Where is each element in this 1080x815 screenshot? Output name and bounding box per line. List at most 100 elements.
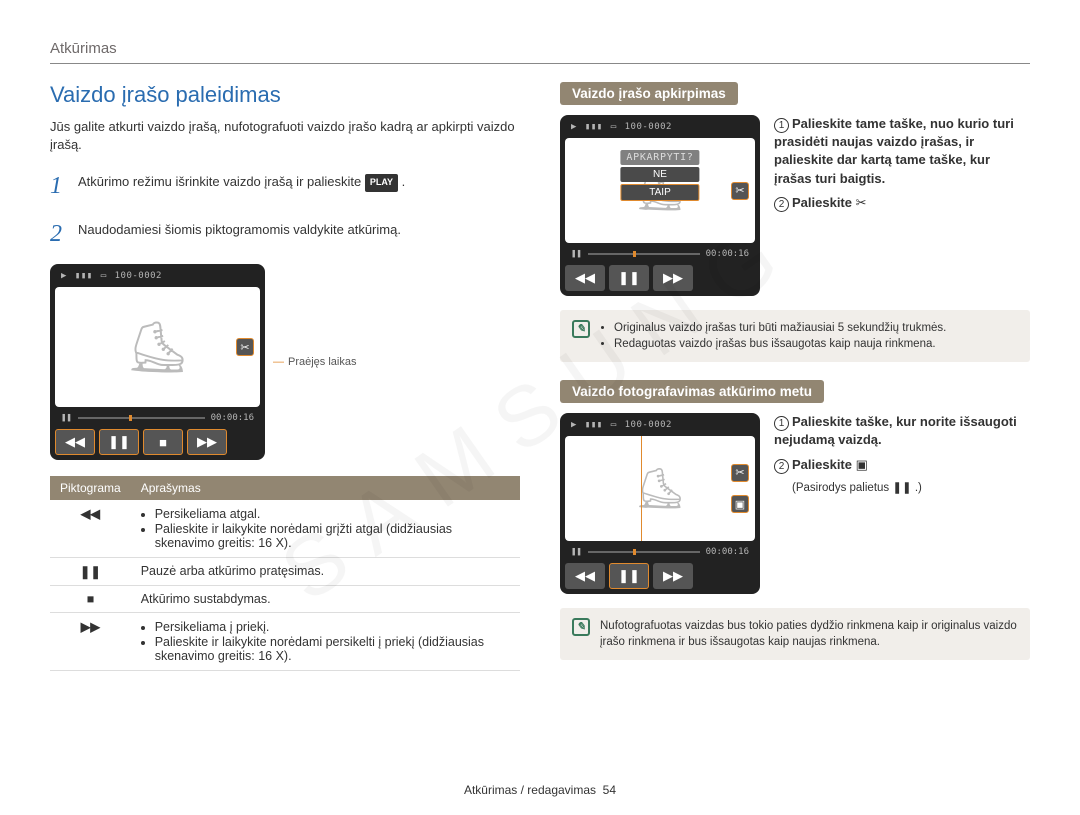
trim-note-box: ✎ Originalus vaizdo įrašas turi būti maž… (560, 310, 1030, 362)
pause-mini-icon: ❚❚ (571, 249, 582, 259)
progress-bar (78, 417, 205, 419)
capture-player-mock: ▶ ▮▮▮ ▭ 100-0002 ⛸ ✂ ▣ ❚❚ 00:00:16 (560, 413, 760, 594)
step-number: 2 (50, 216, 78, 252)
page-number: 54 (603, 783, 616, 797)
intro-text: Jūs galite atkurti vaizdo įrašą, nufotog… (50, 118, 520, 154)
trim-question: APKARPYTI? (620, 150, 699, 165)
file-number: 100-0002 (625, 420, 672, 430)
stop-button[interactable]: ■ (143, 429, 183, 455)
table-row: ◀◀ Persikeliama atgal. Palieskite ir lai… (50, 500, 520, 558)
circled-1-icon: 1 (774, 416, 789, 431)
trim-player-mock: ▶ ▮▮▮ ▭ 100-0002 ⛸ ✂ APKARPYTI? NE TAIP … (560, 115, 760, 296)
video-player-mock: ▶ ▮▮▮ ▭ 100-0002 ⛸ ✂ ❚❚ 00:00:16 (50, 264, 265, 460)
capture-icon: ▣ (731, 495, 749, 513)
desc-item: Atkūrimo sustabdymas. (131, 586, 520, 613)
pause-button[interactable]: ❚❚ (609, 563, 649, 589)
card-icon: ▭ (101, 271, 107, 281)
table-row: ■ Atkūrimo sustabdymas. (50, 586, 520, 613)
trim-icon: ✂ (236, 338, 254, 356)
trim-icon: ✂ (731, 464, 749, 482)
card-icon: ▭ (611, 122, 617, 132)
main-title: Vaizdo įrašo paleidimas (50, 82, 520, 108)
capture-section-header: Vaizdo fotografavimas atkūrimo metu (560, 380, 824, 403)
left-column: Vaizdo įrašo paleidimas Jūs galite atkur… (50, 82, 520, 678)
play-badge: PLAY (365, 174, 398, 192)
capture-position-line (641, 436, 642, 541)
forward-button[interactable]: ▶▶ (187, 429, 227, 455)
forward-icon: ▶▶ (50, 613, 131, 671)
player-screen: ⛸ ✂ APKARPYTI? NE TAIP (565, 138, 755, 243)
file-number: 100-0002 (115, 271, 162, 281)
th-icon: Piktograma (50, 476, 131, 500)
rewind-icon: ◀◀ (50, 500, 131, 558)
desc-item: Palieskite ir laikykite norėdami grįžti … (155, 522, 510, 550)
pause-button[interactable]: ❚❚ (99, 429, 139, 455)
desc-item: Persikeliama atgal. (155, 507, 510, 521)
desc-item: Pauzė arba atkūrimo pratęsimas. (131, 558, 520, 586)
capture-callout-2: Palieskite (792, 457, 852, 472)
card-icon: ▭ (611, 420, 617, 430)
trim-callout-2: Palieskite (792, 195, 852, 210)
desc-item: Palieskite ir laikykite norėdami persike… (155, 635, 510, 663)
pause-mini-icon: ❚❚ (61, 413, 72, 423)
icon-table: Piktograma Aprašymas ◀◀ Persikeliama atg… (50, 476, 520, 671)
step-number: 1 (50, 168, 78, 204)
trim-callout-1: Palieskite tame taške, nuo kurio turi pr… (774, 116, 1014, 186)
player-screen: ⛸ ✂ ▣ (565, 436, 755, 541)
right-column: Vaizdo įrašo apkirpimas ▶ ▮▮▮ ▭ 100-0002… (560, 82, 1030, 678)
page-header: Atkūrimas (50, 40, 1030, 64)
capture-note-text: Nufotografuotas vaizdas bus tokio paties… (600, 618, 1018, 650)
elapsed-label: Praėjęs laikas (288, 356, 356, 368)
battery-icon: ▮▮▮ (585, 122, 603, 132)
battery-icon: ▮▮▮ (75, 271, 93, 281)
forward-button[interactable]: ▶▶ (653, 563, 693, 589)
capture-subtext: (Pasirodys palietus ❚❚ .) (792, 480, 1030, 496)
battery-icon: ▮▮▮ (585, 420, 603, 430)
trim-section-header: Vaizdo įrašo apkirpimas (560, 82, 738, 105)
circled-2-icon: 2 (774, 459, 789, 474)
rewind-button[interactable]: ◀◀ (565, 265, 605, 291)
rewind-button[interactable]: ◀◀ (565, 563, 605, 589)
pause-icon: ❚❚ (50, 558, 131, 586)
trim-no[interactable]: NE (620, 167, 699, 182)
file-number: 100-0002 (625, 122, 672, 132)
th-desc: Aprašymas (131, 476, 520, 500)
note-item: Redaguotas vaizdo įrašas bus išsaugotas … (614, 336, 946, 352)
play-indicator-icon: ▶ (571, 122, 577, 132)
pause-button[interactable]: ❚❚ (609, 265, 649, 291)
trim-icon: ✂ (731, 182, 749, 200)
table-row: ❚❚ Pauzė arba atkūrimo pratęsimas. (50, 558, 520, 586)
page-footer: Atkūrimas / redagavimas 54 (0, 783, 1080, 797)
capture-callout-1: Palieskite taške, kur norite išsaugoti n… (774, 414, 1017, 447)
elapsed-time: 00:00:16 (211, 413, 254, 423)
circled-1-icon: 1 (774, 118, 789, 133)
step-1: 1 Atkūrimo režimu išrinkite vaizdo įrašą… (50, 168, 520, 204)
trim-yes[interactable]: TAIP (620, 184, 699, 201)
elapsed-time: 00:00:16 (706, 249, 749, 259)
info-icon: ✎ (572, 320, 590, 338)
trim-dialog: APKARPYTI? NE TAIP (620, 150, 699, 201)
progress-bar (588, 551, 700, 553)
scissor-inline-icon: ✂ (856, 195, 867, 210)
circled-2-icon: 2 (774, 197, 789, 212)
player-screen: ⛸ ✂ (55, 287, 260, 407)
progress-bar (588, 253, 700, 255)
rewind-button[interactable]: ◀◀ (55, 429, 95, 455)
step-2: 2 Naudodamiesi šiomis piktogramomis vald… (50, 216, 520, 252)
capture-note-box: ✎ Nufotografuotas vaizdas bus tokio pati… (560, 608, 1030, 660)
table-row: ▶▶ Persikeliama į priekį. Palieskite ir … (50, 613, 520, 671)
desc-item: Persikeliama į priekį. (155, 620, 510, 634)
step-text: Atkūrimo režimu išrinkite vaizdo įrašą i… (78, 174, 365, 189)
stop-icon: ■ (50, 586, 131, 613)
pause-mini-icon: ❚❚ (571, 547, 582, 557)
play-indicator-icon: ▶ (571, 420, 577, 430)
pointer-line: ― (273, 356, 284, 368)
elapsed-time: 00:00:16 (706, 547, 749, 557)
capture-inline-icon: ▣ (856, 457, 868, 472)
step-text: Naudodamiesi šiomis piktogramomis valdyk… (78, 216, 520, 252)
info-icon: ✎ (572, 618, 590, 636)
play-indicator-icon: ▶ (61, 271, 67, 281)
skater-figure-icon: ⛸ (126, 318, 189, 377)
skater-figure-icon: ⛸ (635, 465, 686, 512)
forward-button[interactable]: ▶▶ (653, 265, 693, 291)
